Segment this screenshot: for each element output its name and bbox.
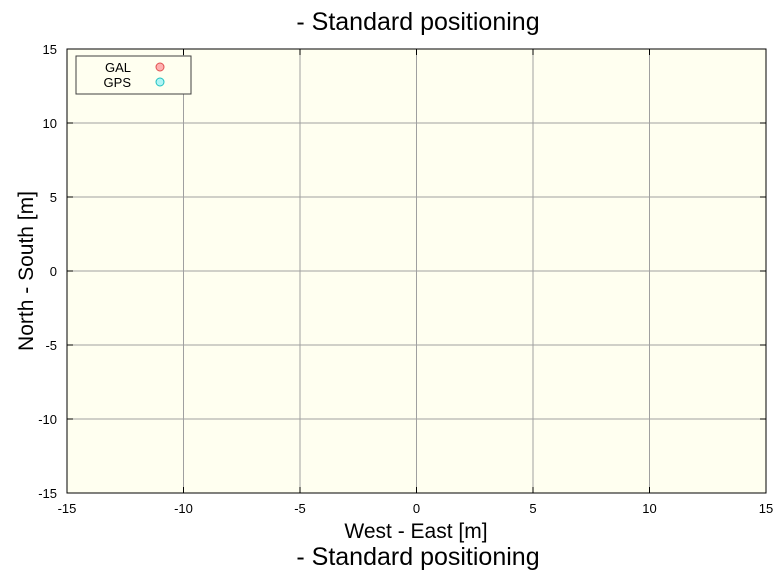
chart-title: - Standard positioning <box>296 8 539 36</box>
x-tick-label: 10 <box>642 501 656 516</box>
y-tick-label: 0 <box>50 264 57 279</box>
legend-label-gal: GAL <box>105 60 131 75</box>
legend-marker-gps <box>155 77 165 87</box>
y-tick-label: -5 <box>45 338 57 353</box>
y-tick-label: -10 <box>38 412 57 427</box>
x-tick-label: 0 <box>413 501 420 516</box>
x-tick-label: -5 <box>294 501 306 516</box>
x-tick-label: -15 <box>58 501 77 516</box>
x-tick-label: 15 <box>759 501 773 516</box>
x-tick-label: 5 <box>529 501 536 516</box>
y-tick-label: 5 <box>50 190 57 205</box>
plot-border <box>66 48 767 494</box>
y-tick-labels: 15 10 5 0 -5 -10 -15 <box>38 42 57 501</box>
legend-label-gps: GPS <box>104 75 132 90</box>
x-tick-labels: -15 -10 -5 0 5 10 15 <box>58 501 774 516</box>
legend: GAL GPS <box>75 55 192 95</box>
y-tick-label: 10 <box>43 116 57 131</box>
grid <box>67 49 766 493</box>
x-axis-label: West - East [m] <box>344 520 487 543</box>
chart-subtitle: - Standard positioning <box>296 543 539 571</box>
legend-marker-gal <box>155 62 165 72</box>
y-tick-label: -15 <box>38 486 57 501</box>
y-axis-label: North - South [m] <box>15 191 38 351</box>
y-tick-label: 15 <box>43 42 57 57</box>
x-tick-label: -10 <box>174 501 193 516</box>
legend-box <box>75 55 192 95</box>
